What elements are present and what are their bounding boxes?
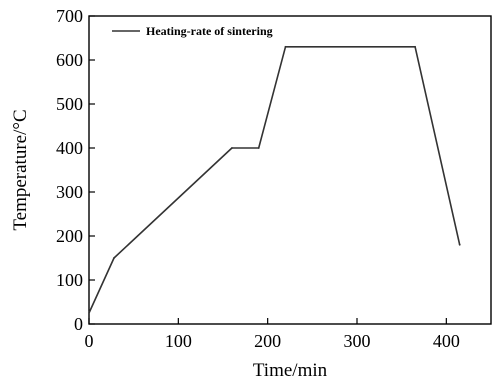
y-tick-label: 400 [56,138,83,158]
y-tick-label: 500 [56,94,83,114]
x-tick-label: 200 [254,331,281,351]
y-tick-label: 300 [56,182,83,202]
x-tick-label: 0 [85,331,94,351]
series-layer [88,45,461,314]
data-point [414,45,416,48]
y-tick-label: 700 [56,6,83,26]
data-point [88,312,90,314]
y-tick-label: 100 [56,270,83,290]
y-axis-title: Temperature/°C [10,109,31,230]
x-tick-label: 300 [344,331,371,351]
x-tick-label: 400 [433,331,460,351]
data-point [231,147,233,149]
y-tick-label: 600 [56,50,83,70]
data-point [458,243,461,246]
y-tick-label: 200 [56,226,83,246]
y-tick-label: 0 [74,314,83,334]
series-line [88,45,461,314]
plot-frame [88,15,492,325]
x-tick-label: 100 [165,331,192,351]
x-axis-title: Time/min [253,360,328,381]
data-point [284,45,287,48]
legend-label: Heating-rate of sintering [146,24,273,38]
data-point [113,257,115,259]
legend: Heating-rate of sintering [112,24,273,38]
axis-ticks: 0 100 200 300 400 0 100 200 300 400 500 600 700 [56,6,460,351]
data-point [257,147,260,149]
